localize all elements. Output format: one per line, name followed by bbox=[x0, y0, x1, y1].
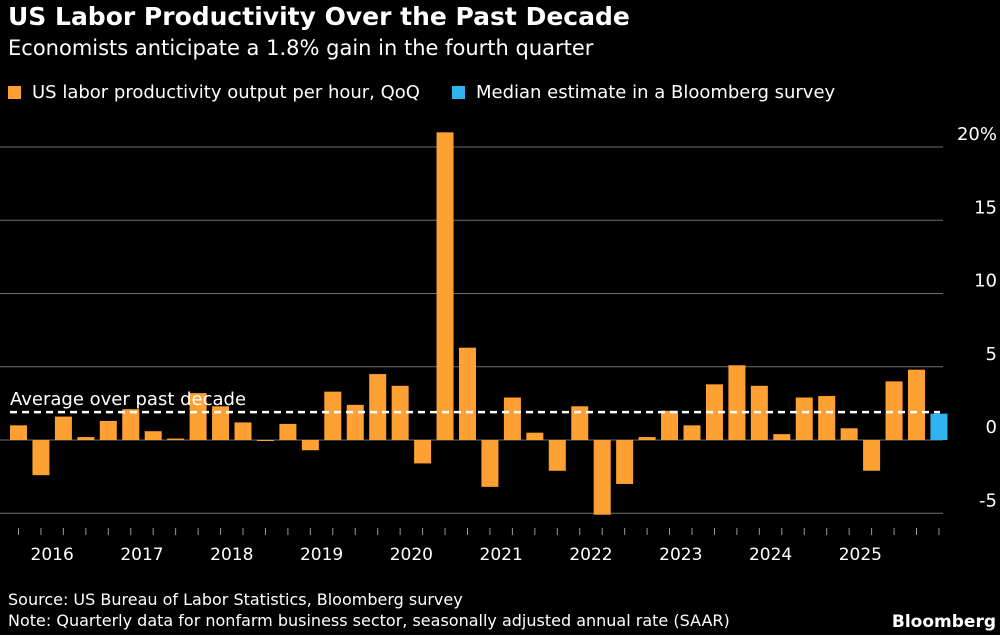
bar-actual bbox=[122, 409, 140, 440]
bar-actual bbox=[728, 365, 746, 440]
x-year-label: 2021 bbox=[480, 545, 523, 565]
chart-subtitle: Economists anticipate a 1.8% gain in the… bbox=[8, 36, 594, 60]
bar-actual bbox=[571, 406, 589, 440]
y-tick-label: 20% bbox=[957, 124, 997, 145]
bar-actual bbox=[908, 369, 925, 440]
bar-actual bbox=[414, 440, 432, 464]
bar-actual bbox=[167, 438, 185, 440]
legend-swatch-estimate bbox=[451, 86, 465, 99]
bar-actual bbox=[436, 132, 454, 440]
bar-actual bbox=[279, 423, 297, 440]
source-note: Source: US Bureau of Labor Statistics, B… bbox=[8, 590, 463, 609]
footnote: Note: Quarterly data for nonfarm busines… bbox=[8, 611, 730, 630]
bar-actual bbox=[301, 440, 319, 451]
bar-actual bbox=[144, 431, 162, 440]
bar-actual bbox=[346, 404, 364, 440]
x-year-label: 2023 bbox=[659, 545, 702, 565]
x-year-label: 2022 bbox=[569, 545, 612, 565]
y-tick-label: 15 bbox=[974, 197, 997, 218]
bar-actual bbox=[256, 440, 274, 441]
bar-actual bbox=[99, 420, 117, 440]
bar-actual bbox=[32, 440, 50, 476]
x-year-label: 2016 bbox=[31, 545, 74, 565]
bar-actual bbox=[863, 440, 881, 471]
bar-actual bbox=[840, 428, 858, 440]
x-year-label: 2024 bbox=[749, 545, 792, 565]
bar-actual bbox=[234, 422, 252, 440]
bar-actual bbox=[189, 393, 207, 440]
bar-actual bbox=[885, 381, 903, 440]
y-tick-label: 10 bbox=[974, 271, 997, 292]
x-year-label: 2019 bbox=[300, 545, 343, 565]
bar-actual bbox=[54, 416, 72, 440]
bar-actual bbox=[369, 374, 387, 440]
chart-title: US Labor Productivity Over the Past Deca… bbox=[8, 2, 630, 31]
legend-label-estimate: Median estimate in a Bloomberg survey bbox=[475, 82, 836, 103]
bar-actual bbox=[10, 425, 27, 440]
bar-actual bbox=[212, 406, 230, 440]
bar-actual bbox=[324, 391, 342, 440]
legend-label-actual: US labor productivity output per hour, Q… bbox=[32, 82, 420, 103]
bar-actual bbox=[616, 440, 634, 484]
legend-swatch-actual bbox=[8, 86, 21, 99]
bar-actual bbox=[548, 440, 566, 471]
bar-estimate bbox=[930, 413, 948, 440]
average-label: Average over past decade bbox=[10, 389, 246, 410]
bar-actual bbox=[638, 437, 656, 440]
bar-actual bbox=[593, 440, 611, 515]
legend-item-estimate: Median estimate in a Bloomberg survey bbox=[451, 82, 836, 103]
bar-actual bbox=[818, 396, 836, 440]
x-year-label: 2017 bbox=[120, 545, 163, 565]
bar-actual bbox=[795, 397, 813, 440]
legend: US labor productivity output per hour, Q… bbox=[8, 82, 867, 103]
y-tick-label: 5 bbox=[986, 344, 997, 365]
y-tick-label: 0 bbox=[986, 417, 997, 438]
bloomberg-logo: Bloomberg bbox=[891, 612, 996, 632]
bar-actual bbox=[683, 425, 701, 440]
y-tick-label: -5 bbox=[979, 490, 997, 511]
bar-actual bbox=[503, 397, 521, 440]
x-year-label: 2020 bbox=[390, 545, 433, 565]
bar-actual bbox=[661, 410, 679, 440]
bar-actual bbox=[481, 440, 499, 487]
x-year-label: 2025 bbox=[839, 545, 882, 565]
bar-actual bbox=[77, 437, 95, 440]
bar-actual bbox=[773, 434, 791, 440]
bar-actual bbox=[526, 432, 544, 440]
x-year-label: 2018 bbox=[210, 545, 253, 565]
bar-actual bbox=[459, 347, 476, 440]
legend-item-actual: US labor productivity output per hour, Q… bbox=[8, 82, 420, 103]
bar-actual bbox=[705, 384, 723, 440]
